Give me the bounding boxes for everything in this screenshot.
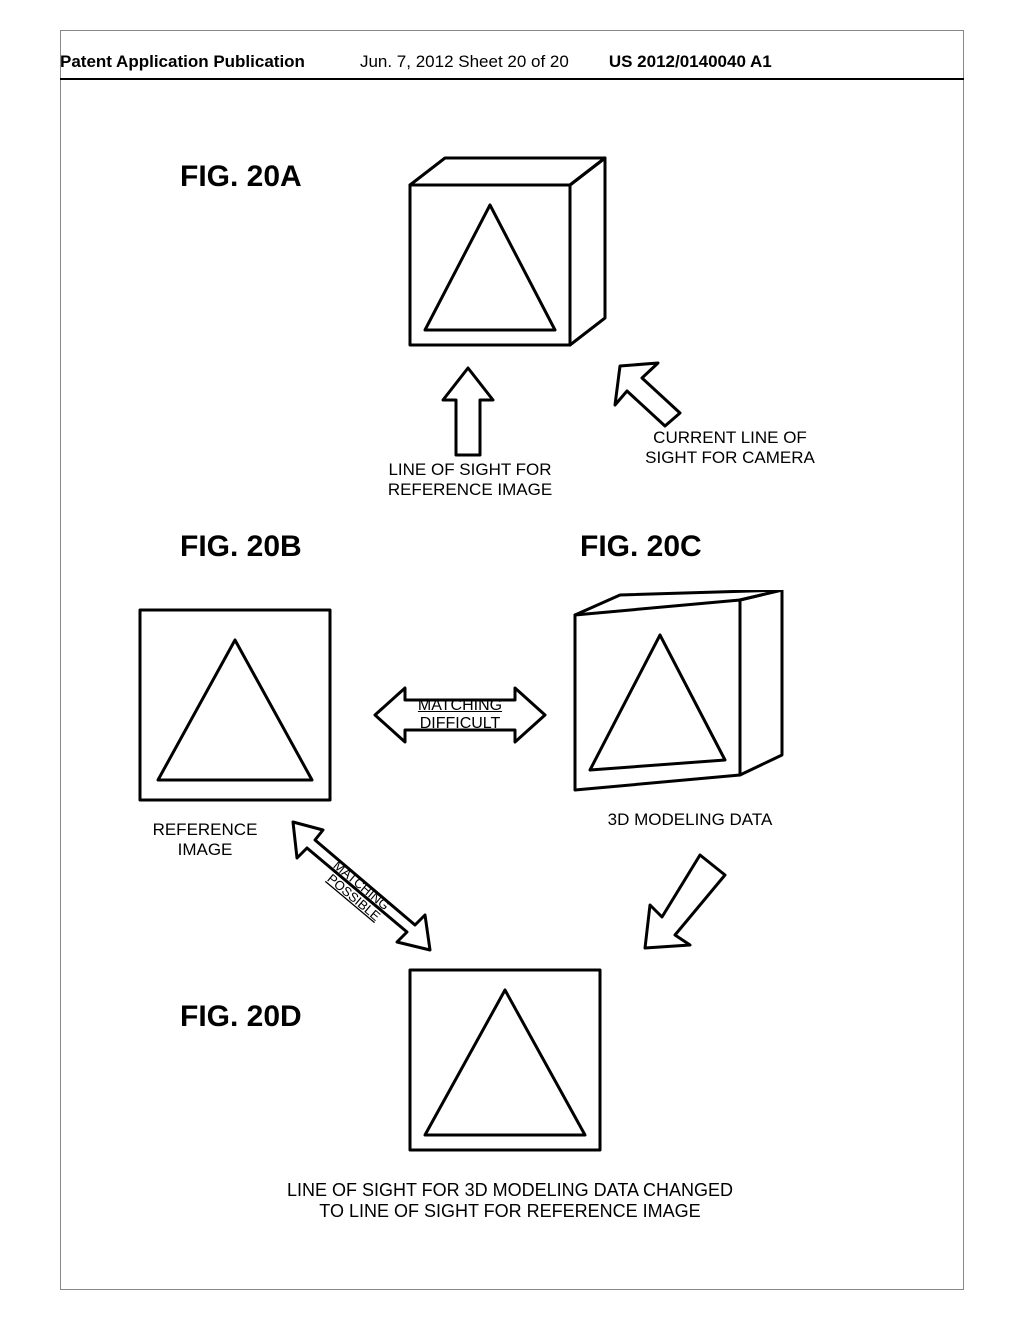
fig-20a-box: [390, 150, 620, 360]
svg-text:MATCHING POSSIBLE: MATCHING POSSIBLE: [321, 858, 395, 926]
fig-20b-reference-image: [130, 600, 340, 810]
header-left: Patent Application Publication: [60, 52, 305, 72]
header-right: US 2012/0140040 A1: [609, 52, 772, 72]
caption-reference-image: REFERENCEIMAGE: [130, 820, 280, 859]
fig-20c-label: FIG. 20C: [580, 530, 702, 564]
arrow-matching-possible: MATCHING POSSIBLE: [275, 810, 445, 970]
arrow-up-reference: [438, 365, 498, 460]
header-mid: Jun. 7, 2012 Sheet 20 of 20: [360, 52, 569, 72]
caption-matching-difficult: MATCHINGDIFFICULT: [395, 697, 525, 734]
caption-bottom: LINE OF SIGHT FOR 3D MODELING DATA CHANG…: [230, 1180, 790, 1221]
caption-current-line-of-sight: CURRENT LINE OFSIGHT FOR CAMERA: [615, 428, 845, 467]
header-rule: [60, 78, 964, 80]
arrow-diag-camera: [610, 358, 690, 428]
fig-20a-label: FIG. 20A: [180, 160, 302, 194]
arrow-down-left: [630, 850, 740, 960]
page-header: Patent Application Publication Jun. 7, 2…: [60, 52, 964, 72]
fig-20c-modeling-data: [560, 590, 820, 800]
caption-line-of-sight-ref: LINE OF SIGHT FORREFERENCE IMAGE: [360, 460, 580, 499]
caption-modeling-data: 3D MODELING DATA: [565, 810, 815, 830]
fig-20d-image: [400, 960, 610, 1160]
fig-20b-label: FIG. 20B: [180, 530, 302, 564]
fig-20d-label: FIG. 20D: [180, 1000, 302, 1034]
